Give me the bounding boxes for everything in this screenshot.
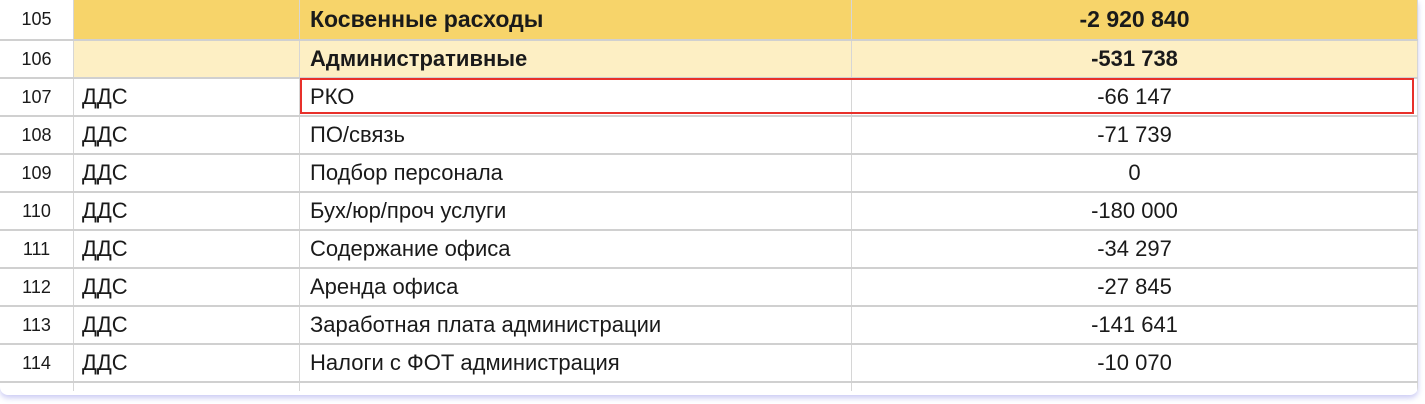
item-cell[interactable]: Содержание офиса [299,230,852,269]
table-row[interactable]: 112 ДДС Аренда офиса -27 845 [0,268,1418,307]
item-cell[interactable]: Бух/юр/проч услуги [299,192,852,231]
value-cell[interactable]: -531 738 [851,40,1418,79]
item-cell[interactable]: Налоги с ФОТ администрация [299,344,852,383]
item-cell[interactable]: Подбор персонала [299,154,852,193]
value-cell[interactable]: -10 070 [851,344,1418,383]
table-row[interactable]: 110 ДДС Бух/юр/проч услуги -180 000 [0,192,1418,231]
table-row[interactable]: 109 ДДС Подбор персонала 0 [0,154,1418,193]
item-cell[interactable]: Аренда офиса [299,268,852,307]
spreadsheet: 105 Косвенные расходы -2 920 840 106 Админис… [0,0,1418,391]
item-cell[interactable]: РКО [299,78,852,117]
row-number: 111 [0,230,74,269]
source-cell[interactable] [73,382,300,391]
table-row[interactable]: 106 Административные -531 738 [0,40,1418,79]
source-cell[interactable] [73,0,300,41]
value-cell[interactable]: -34 297 [851,230,1418,269]
item-cell[interactable] [299,382,852,391]
row-number: 105 [0,0,74,41]
row-number: 106 [0,40,74,79]
table-row[interactable]: 114 ДДС Налоги с ФОТ администрация -10 070 [0,344,1418,383]
table-row[interactable]: 111 ДДС Содержание офиса -34 297 [0,230,1418,269]
row-number [0,382,74,391]
source-cell[interactable]: ДДС [73,268,300,307]
row-number: 108 [0,116,74,155]
row-number: 107 [0,78,74,117]
source-cell[interactable]: ДДС [73,116,300,155]
value-cell[interactable]: -66 147 [851,78,1418,117]
item-cell[interactable]: Косвенные расходы [299,0,852,41]
expense-table: 105 Косвенные расходы -2 920 840 106 Админис… [0,0,1418,391]
row-number: 112 [0,268,74,307]
row-number: 109 [0,154,74,193]
item-cell[interactable]: Административные [299,40,852,79]
table-row[interactable]: 105 Косвенные расходы -2 920 840 [0,0,1418,41]
source-cell[interactable]: ДДС [73,192,300,231]
item-cell[interactable]: Заработная плата администрации [299,306,852,345]
value-cell[interactable] [851,382,1418,391]
source-cell[interactable]: ДДС [73,154,300,193]
table-row[interactable]: 113 ДДС Заработная плата администрации -141… [0,306,1418,345]
value-cell[interactable]: -71 739 [851,116,1418,155]
value-cell[interactable]: -27 845 [851,268,1418,307]
row-number: 110 [0,192,74,231]
row-number: 114 [0,344,74,383]
value-cell[interactable]: -141 641 [851,306,1418,345]
source-cell[interactable] [73,40,300,79]
source-cell[interactable]: ДДС [73,230,300,269]
value-cell[interactable]: 0 [851,154,1418,193]
item-cell[interactable]: ПО/связь [299,116,852,155]
table-row[interactable]: 107 ДДС РКО -66 147 [0,78,1418,117]
source-cell[interactable]: ДДС [73,306,300,345]
row-number: 113 [0,306,74,345]
source-cell[interactable]: ДДС [73,344,300,383]
table-row-partial [0,382,1418,391]
table-row[interactable]: 108 ДДС ПО/связь -71 739 [0,116,1418,155]
value-cell[interactable]: -2 920 840 [851,0,1418,41]
source-cell[interactable]: ДДС [73,78,300,117]
value-cell[interactable]: -180 000 [851,192,1418,231]
